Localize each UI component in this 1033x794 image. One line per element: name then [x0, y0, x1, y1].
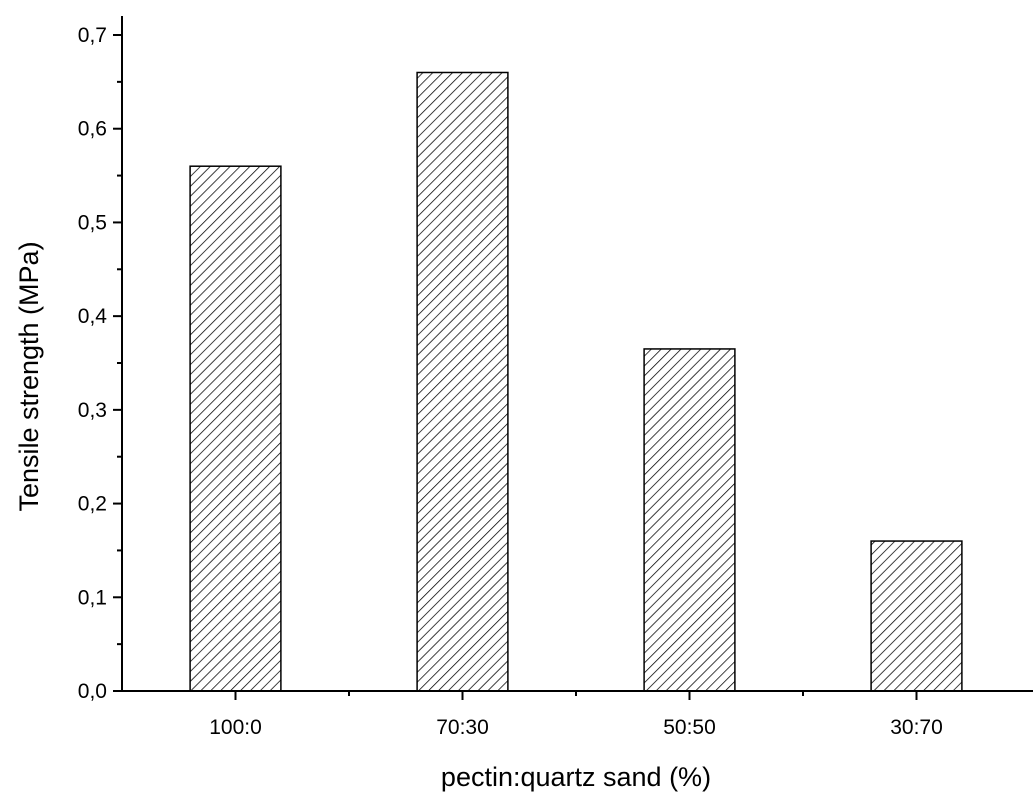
x-ticks-group: 100:0 70:30 50:50 30:70	[209, 691, 943, 739]
y-axis-title: Tensile strength (MPa)	[14, 241, 44, 511]
y-tick-label: 0,1	[78, 586, 107, 609]
bar-50-50	[643, 348, 736, 692]
y-tick-label: 0,4	[78, 305, 108, 328]
y-tick-label: 0,5	[78, 211, 107, 234]
x-tick-label: 100:0	[209, 716, 262, 739]
bar-100-0	[189, 165, 282, 692]
x-tick-label: 30:70	[890, 716, 943, 739]
y-tick-label: 0,2	[78, 493, 107, 516]
x-axis-title: pectin:quartz sand (%)	[441, 762, 711, 792]
bar-30-70	[870, 540, 963, 692]
y-tick-label: 0,3	[78, 399, 107, 422]
x-tick-label: 50:50	[663, 716, 716, 739]
y-ticks-group: 0,0 0,1 0,2 0,3 0,4 0,5 0,6 0,7	[78, 24, 122, 703]
x-tick-label: 70:30	[436, 716, 489, 739]
bar-70-30	[416, 71, 509, 692]
y-tick-label: 0,6	[78, 118, 107, 141]
y-tick-label: 0,0	[78, 680, 107, 703]
bars-group	[189, 71, 963, 692]
y-tick-label: 0,7	[78, 24, 107, 47]
